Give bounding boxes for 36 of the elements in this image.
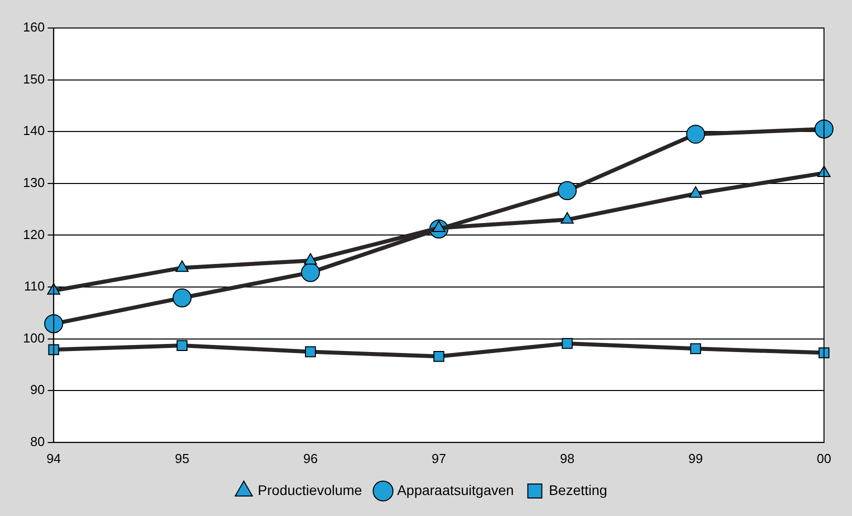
y-tick-label: 110 (24, 278, 45, 294)
y-tick-label: 100 (22, 330, 45, 346)
y-tick-label: 90 (30, 382, 45, 398)
y-tick-label: 160 (22, 20, 45, 35)
point (305, 346, 316, 358)
y-tick-label: 130 (22, 174, 45, 190)
point (433, 350, 444, 362)
x-tick-label: 99 (688, 450, 703, 466)
point (560, 212, 574, 224)
legend-label: Apparaatsuitgaven (397, 482, 514, 498)
point (47, 283, 60, 295)
point (44, 314, 64, 334)
point (690, 343, 702, 354)
y-tick-label: 150 (22, 71, 45, 86)
point (814, 120, 834, 139)
point (172, 288, 192, 308)
x-tick-label: 98 (560, 450, 574, 466)
legend-label: Bezetting (548, 482, 608, 498)
x-tick-label: 95 (174, 450, 190, 466)
x-tick-label: 00 (816, 450, 832, 466)
point (562, 338, 573, 349)
point (300, 262, 320, 282)
point (689, 186, 702, 198)
point (304, 253, 318, 265)
y-tick-label: 140 (22, 123, 45, 138)
x-tick-label: 96 (303, 450, 318, 466)
point (176, 340, 188, 351)
y-tick-label: 120 (22, 226, 45, 242)
x-tick-label: 97 (432, 450, 446, 466)
x-tick-label: 94 (46, 450, 61, 466)
point (48, 344, 60, 356)
point (176, 260, 189, 272)
legend-label: Productievolume (258, 482, 362, 498)
y-tick-label: 80 (30, 434, 45, 449)
point (558, 181, 577, 200)
point (686, 124, 706, 144)
